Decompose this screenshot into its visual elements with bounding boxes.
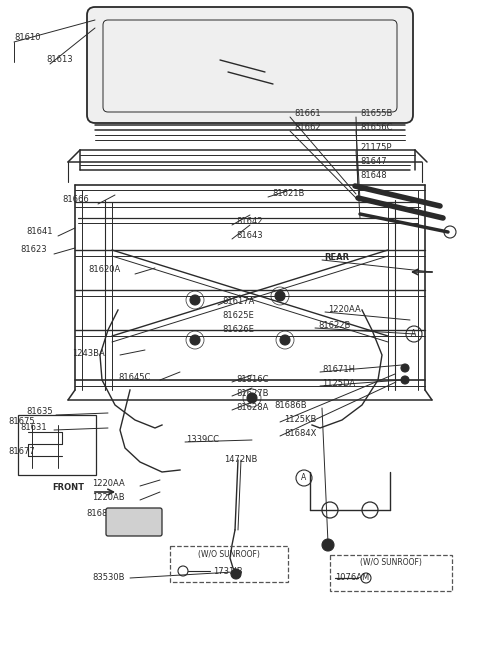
Circle shape [401, 364, 409, 372]
Text: (W/O SUNROOF): (W/O SUNROOF) [360, 557, 422, 567]
Text: 83530B: 83530B [92, 574, 124, 582]
Bar [18, 415, 96, 475]
Text: 81661: 81661 [294, 109, 321, 117]
Text: 1125DA: 1125DA [322, 379, 355, 388]
FancyBboxPatch shape [106, 508, 162, 536]
Text: 81622B: 81622B [318, 322, 350, 331]
Text: FRONT: FRONT [52, 483, 84, 493]
Circle shape [247, 393, 257, 403]
Text: 1220AA: 1220AA [92, 479, 125, 489]
Circle shape [190, 335, 200, 345]
Text: 81628A: 81628A [236, 403, 268, 413]
Text: 81655B: 81655B [360, 109, 392, 117]
Text: A: A [301, 474, 307, 483]
Text: 1339CC: 1339CC [186, 436, 219, 445]
Text: 81677: 81677 [8, 447, 35, 457]
Text: 1076AM: 1076AM [335, 574, 369, 582]
Text: 81681: 81681 [86, 510, 113, 519]
Text: 81635: 81635 [26, 407, 53, 417]
Text: 81648: 81648 [360, 170, 386, 179]
Text: 81621B: 81621B [272, 189, 304, 198]
Text: 1472NB: 1472NB [118, 510, 151, 519]
Text: 81641: 81641 [26, 227, 52, 236]
Circle shape [401, 376, 409, 384]
Text: 21175P: 21175P [360, 143, 392, 151]
Text: 81662: 81662 [294, 122, 321, 132]
Text: 1243BA: 1243BA [72, 350, 105, 358]
Circle shape [275, 291, 285, 301]
Text: 81666: 81666 [62, 195, 89, 204]
Circle shape [190, 295, 200, 305]
Text: 81647: 81647 [360, 157, 386, 166]
Text: 81610: 81610 [14, 33, 40, 43]
Text: REAR: REAR [324, 253, 349, 263]
FancyBboxPatch shape [87, 7, 413, 123]
Text: 81675: 81675 [8, 417, 35, 426]
Circle shape [231, 569, 241, 579]
Text: 81625E: 81625E [222, 312, 254, 320]
Text: 81617A: 81617A [222, 297, 254, 307]
Text: 1125KB: 1125KB [284, 415, 316, 424]
Text: 81671H: 81671H [322, 365, 355, 375]
Text: 81642: 81642 [236, 217, 263, 227]
Text: 81631: 81631 [20, 424, 47, 432]
Text: 81626E: 81626E [222, 326, 254, 335]
Text: 81620A: 81620A [88, 265, 120, 274]
Text: 1220AA: 1220AA [328, 305, 361, 314]
Text: 81645C: 81645C [118, 373, 150, 383]
Text: 81627B: 81627B [236, 390, 268, 398]
Text: 81656C: 81656C [360, 122, 393, 132]
Text: (W/O SUNROOF): (W/O SUNROOF) [198, 550, 260, 559]
Text: A: A [411, 329, 417, 339]
Text: 81686B: 81686B [274, 402, 307, 411]
Text: 81816C: 81816C [236, 375, 268, 384]
Text: 1472NB: 1472NB [224, 455, 257, 464]
Text: 81684X: 81684X [284, 430, 316, 438]
Text: 81623: 81623 [20, 246, 47, 255]
Circle shape [280, 335, 290, 345]
Circle shape [322, 539, 334, 551]
Text: 81643: 81643 [236, 231, 263, 240]
Text: 81613: 81613 [46, 56, 72, 64]
Text: 1731JB: 1731JB [213, 567, 242, 576]
Text: 1220AB: 1220AB [92, 493, 125, 502]
